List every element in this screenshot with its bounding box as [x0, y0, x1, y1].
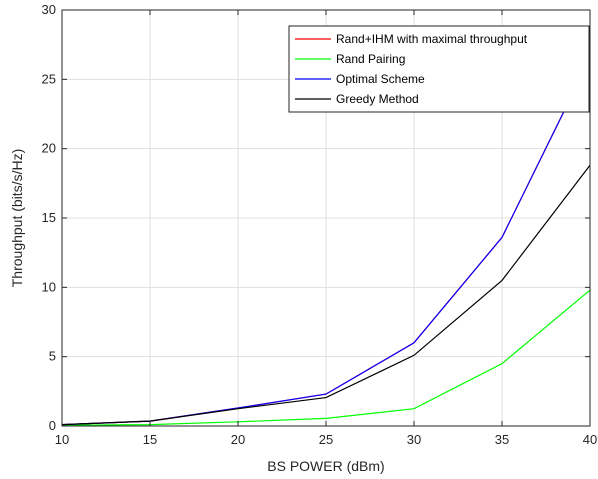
y-tick-label: 0 — [49, 418, 56, 433]
x-tick-label: 10 — [55, 432, 69, 447]
axis-ticks — [61, 9, 591, 427]
y-tick-label: 5 — [49, 349, 56, 364]
y-tick-label: 10 — [42, 279, 56, 294]
x-tick-label: 20 — [231, 432, 245, 447]
x-tick-label: 35 — [495, 432, 509, 447]
legend-box — [288, 25, 590, 113]
y-tick-label: 15 — [42, 210, 56, 225]
legend-label-2: Optimal Scheme — [336, 72, 425, 86]
x-axis-label: BS POWER (dBm) — [267, 458, 384, 474]
axis-tick-labels: 10 15 20 25 30 35 40 0 5 10 15 20 25 30 — [42, 2, 598, 447]
legend-label-0: Rand+IHM with maximal throughput — [336, 32, 528, 46]
y-axis-label: Throughput (bits/s/Hz) — [9, 149, 25, 288]
y-tick-label: 30 — [42, 2, 56, 17]
x-tick-label: 15 — [143, 432, 157, 447]
legend: Rand+IHM with maximal throughput Rand Pai… — [288, 25, 590, 113]
legend-label-1: Rand Pairing — [336, 52, 405, 66]
x-tick-label: 40 — [583, 432, 597, 447]
x-tick-label: 30 — [407, 432, 421, 447]
y-tick-label: 25 — [42, 71, 56, 86]
y-tick-label: 20 — [42, 141, 56, 156]
legend-label-3: Greedy Method — [336, 92, 419, 106]
x-tick-label: 25 — [319, 432, 333, 447]
